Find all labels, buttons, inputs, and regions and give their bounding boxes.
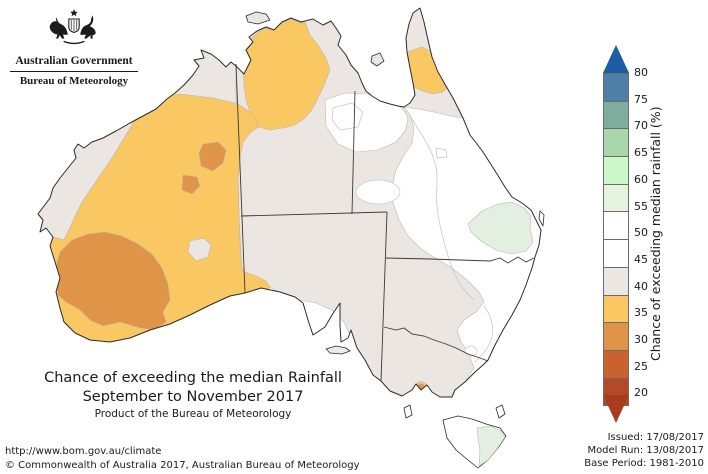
- footer-issued: Issued: 17/08/2017: [607, 432, 704, 443]
- contour-diamond-qld: [435, 147, 448, 159]
- region-southeast-qld-green: [467, 201, 534, 255]
- state-border-qld-nsw: [385, 256, 535, 264]
- state-border-nsw-vic: [383, 326, 489, 362]
- agency-title: Bureau of Meteorology: [19, 75, 129, 87]
- government-title: Australian Government: [15, 55, 133, 67]
- island-king: [403, 404, 413, 419]
- legend-segment: [604, 74, 628, 101]
- legend-tick-label: 60: [634, 172, 648, 186]
- region-nt-interior-white-patch: [355, 179, 401, 205]
- island-flinders: [495, 404, 506, 419]
- state-border-nt-qld: [351, 90, 356, 215]
- legend-tick-label: 45: [634, 252, 648, 266]
- header-government-block: Australian Government Bureau of Meteorol…: [10, 6, 138, 87]
- island-fraser: [538, 210, 545, 227]
- legend-tick-label: 70: [634, 119, 648, 133]
- legend-arrow-up-icon: [603, 45, 629, 73]
- australia-rainfall-map: [37, 7, 545, 469]
- legend: 80 75 70 65 60 55 50 45 40 35 30 25 20 Chance of exc…: [603, 45, 708, 427]
- footer-url: http://www.bom.gov.au/climate: [5, 446, 162, 457]
- legend-tick-label: 55: [634, 199, 648, 213]
- region-east-tasmania-green: [476, 425, 506, 467]
- legend-segment: [604, 183, 628, 212]
- state-border-sa-east: [380, 211, 388, 382]
- legend-arrow-down-icon: [603, 395, 629, 423]
- legend-bar: [603, 73, 629, 407]
- coat-of-arms-icon: [49, 9, 96, 45]
- header-divider: [10, 71, 138, 72]
- contour-pentagon-gulf: [331, 102, 364, 131]
- region-top-end-yellow: [242, 18, 331, 131]
- legend-segment: [604, 156, 628, 184]
- region-central-wa-orange-2: [181, 174, 201, 195]
- contour-line-nsw: [474, 305, 494, 363]
- legend-tick-label: 50: [634, 226, 648, 240]
- region-southwest-wa-orange: [55, 231, 171, 331]
- legend-segment: [604, 211, 628, 240]
- footer-left: http://www.bom.gov.au/climate © Commonwe…: [5, 445, 360, 473]
- state-border-26s: [240, 211, 388, 217]
- map-title: Chance of exceeding the median Rainfall: [44, 370, 342, 386]
- legend-segment: [604, 239, 628, 267]
- legend-tick-label: 20: [634, 386, 648, 400]
- footer-copyright: © Commonwealth of Australia 2017, Austra…: [5, 460, 360, 471]
- legend-segment: [604, 294, 628, 323]
- legend-segment: [604, 322, 628, 350]
- footer-right: Issued: 17/08/2017 Model Run: 13/08/2017…: [584, 431, 704, 471]
- state-borders: [235, 63, 535, 382]
- legend-axis-label: Chance of exceeding median rainfall (%): [648, 106, 663, 362]
- state-border-wa: [235, 63, 246, 294]
- island-kangaroo: [325, 345, 351, 355]
- legend-segment: [604, 266, 628, 295]
- legend-tick-label: 40: [634, 279, 648, 293]
- footer-model-run: Model Run: 13/08/2017: [587, 445, 704, 457]
- coastline-mainland: [37, 7, 542, 398]
- legend-tick-label: 35: [634, 306, 648, 320]
- legend-tick-label: 30: [634, 333, 648, 346]
- legend-tick-label: 75: [634, 92, 648, 106]
- map-product-note: Product of the Bureau of Meteorology: [94, 408, 292, 420]
- legend-segment: [604, 100, 628, 129]
- map-title-block: Chance of exceeding the median Rainfall …: [28, 369, 358, 421]
- region-wa-interior-grey-patch: [187, 237, 212, 262]
- map-subtitle-period: September to November 2017: [82, 388, 304, 405]
- footer-base-period: Base Period: 1981-2010: [584, 458, 704, 470]
- region-central-wa-orange-1: [198, 141, 227, 172]
- legend-tick-label: 65: [634, 146, 648, 160]
- legend-tick-label: 80: [634, 66, 648, 79]
- island-melville: [245, 11, 271, 25]
- legend-segment: [604, 349, 628, 378]
- legend-tick-label: 25: [634, 359, 648, 373]
- region-east-gippsland-white-patch: [464, 345, 478, 357]
- legend-segment: [604, 128, 628, 157]
- contour-line-qld: [409, 115, 475, 301]
- island-groote: [370, 52, 385, 67]
- region-gulf-country-white: [324, 92, 409, 153]
